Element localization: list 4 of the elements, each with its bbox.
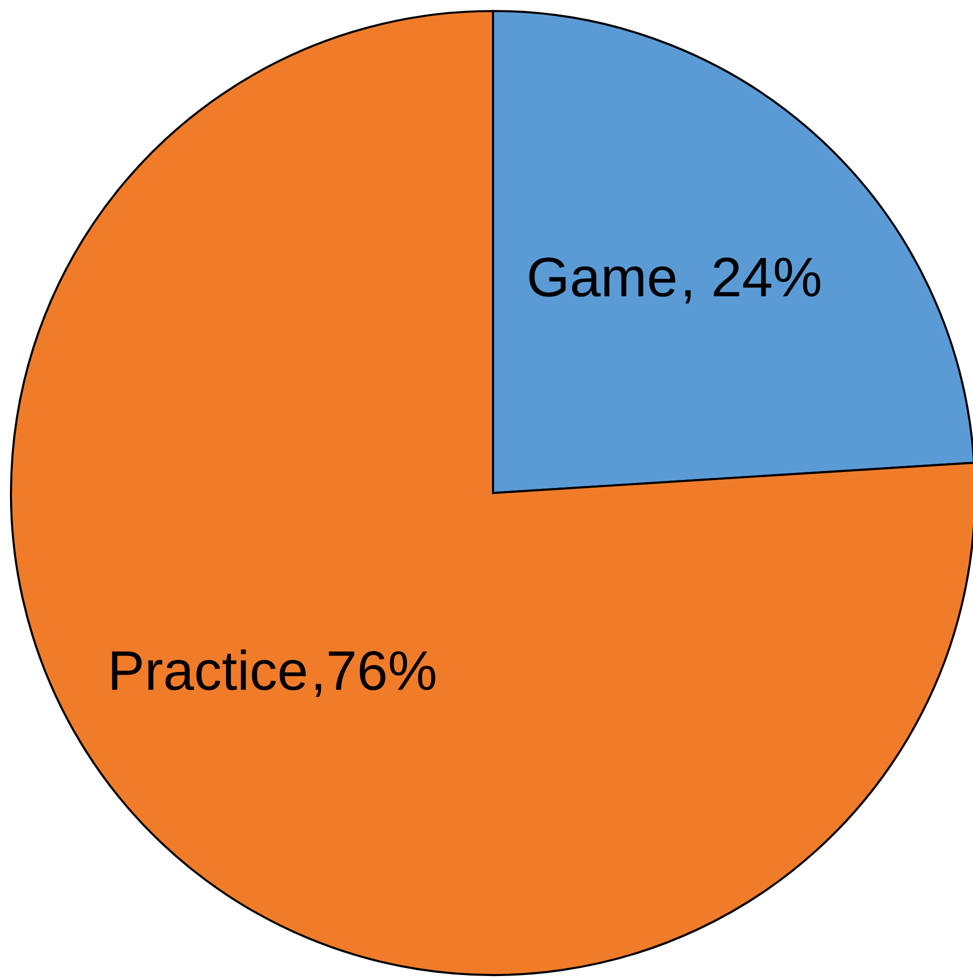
slice-label: Game <box>529 257 676 297</box>
slice-label: Practice <box>112 650 306 690</box>
data-label: ,76% <box>316 650 436 697</box>
data-label: , 24% <box>685 257 820 304</box>
